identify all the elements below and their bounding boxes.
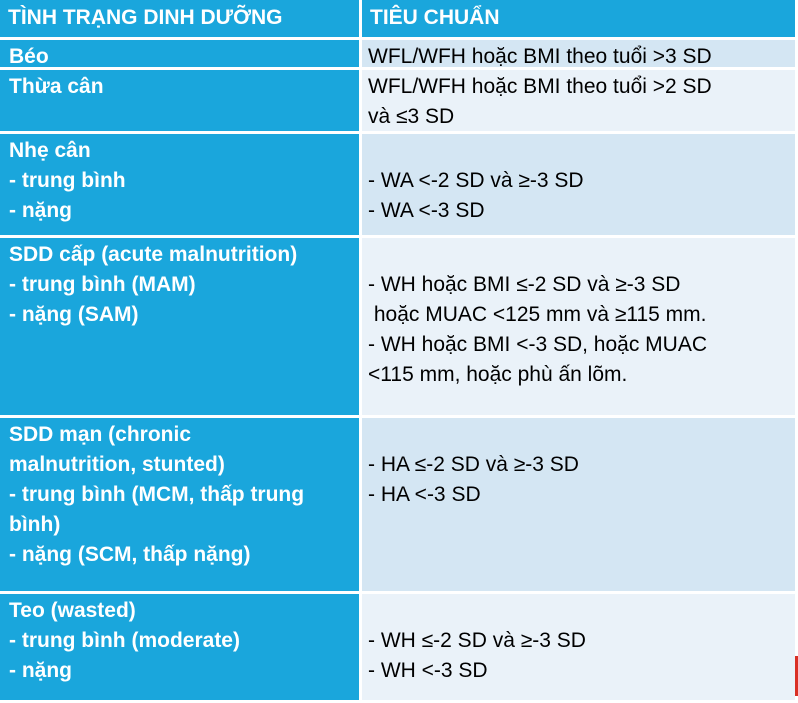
header-criteria: TIÊU CHUẨN bbox=[362, 0, 798, 40]
criteria-line: - WH hoặc BMI ≤-2 SD và ≥-3 SD bbox=[368, 273, 681, 296]
status-line: - trung bình (MAM) bbox=[9, 273, 196, 296]
criteria-line: - WA <-2 SD và ≥-3 SD bbox=[368, 169, 584, 192]
status-line: Béo bbox=[9, 45, 49, 68]
status-line: Thừa cân bbox=[9, 75, 104, 98]
criteria-line: - HA <-3 SD bbox=[368, 483, 481, 506]
status-line: SDD cấp (acute malnutrition) bbox=[9, 243, 298, 266]
row-nhe-can-status: Nhẹ cân - trung bình - nặng bbox=[0, 134, 362, 238]
status-line: Teo (wasted) bbox=[9, 599, 136, 622]
status-line: - nặng bbox=[9, 659, 72, 682]
status-line: SDD mạn (chronic bbox=[9, 423, 192, 446]
row-teo-status: Teo (wasted) - trung bình (moderate) - n… bbox=[0, 594, 362, 703]
row-sdd-man-status: SDD mạn (chronic malnutrition, stunted) … bbox=[0, 418, 362, 594]
status-line: - trung bình bbox=[9, 169, 126, 192]
status-line: - nặng (SCM, thấp nặng) bbox=[9, 543, 251, 566]
row-beo-criteria: WFL/WFH hoặc BMI theo tuổi >3 SD bbox=[362, 40, 798, 70]
status-line: malnutrition, stunted) bbox=[9, 453, 225, 476]
row-sdd-cap-criteria: - WH hoặc BMI ≤-2 SD và ≥-3 SD hoặc MUAC… bbox=[362, 238, 798, 418]
row-sdd-man-criteria: - HA ≤-2 SD và ≥-3 SD - HA <-3 SD bbox=[362, 418, 798, 594]
criteria-line: - HA ≤-2 SD và ≥-3 SD bbox=[368, 453, 579, 476]
criteria-line: - WH <-3 SD bbox=[368, 659, 488, 682]
row-teo-criteria: - WH ≤-2 SD và ≥-3 SD - WH <-3 SD bbox=[362, 594, 798, 703]
status-line: - nặng (SAM) bbox=[9, 303, 139, 326]
status-line: Nhẹ cân bbox=[9, 139, 91, 162]
status-line: - nặng bbox=[9, 199, 72, 222]
status-line: - trung bình (MCM, thấp trung bbox=[9, 483, 305, 506]
criteria-line: - WH hoặc BMI <-3 SD, hoặc MUAC bbox=[368, 333, 708, 356]
status-line: - trung bình (moderate) bbox=[9, 629, 240, 652]
criteria-line: WFL/WFH hoặc BMI theo tuổi >3 SD bbox=[368, 45, 712, 68]
edge-marker bbox=[795, 656, 798, 696]
row-beo-status: Béo bbox=[0, 40, 362, 70]
criteria-line: WFL/WFH hoặc BMI theo tuổi >2 SD bbox=[368, 75, 712, 98]
row-sdd-cap-status: SDD cấp (acute malnutrition) - trung bìn… bbox=[0, 238, 362, 418]
row-thua-can-status: Thừa cân bbox=[0, 70, 362, 134]
row-nhe-can-criteria: - WA <-2 SD và ≥-3 SD - WA <-3 SD bbox=[362, 134, 798, 238]
criteria-line: hoặc MUAC <125 mm và ≥115 mm. bbox=[368, 303, 707, 326]
status-line: bình) bbox=[9, 513, 61, 536]
criteria-line: <115 mm, hoặc phù ấn lõm. bbox=[368, 363, 628, 386]
criteria-line: - WH ≤-2 SD và ≥-3 SD bbox=[368, 629, 586, 652]
criteria-line: và ≤3 SD bbox=[368, 105, 455, 128]
row-thua-can-criteria: WFL/WFH hoặc BMI theo tuổi >2 SD và ≤3 S… bbox=[362, 70, 798, 134]
criteria-line: - WA <-3 SD bbox=[368, 199, 485, 222]
header-status: TÌNH TRẠNG DINH DƯỠNG bbox=[0, 0, 362, 40]
